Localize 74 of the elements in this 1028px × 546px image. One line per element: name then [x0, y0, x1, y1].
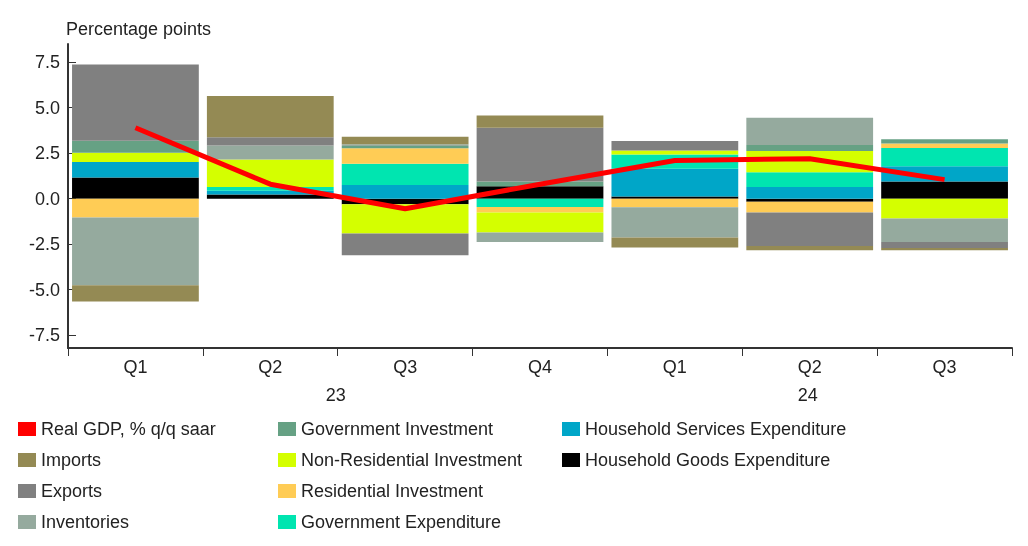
legend-label: Imports	[41, 450, 102, 470]
bar	[476, 232, 604, 243]
legend-label: Non-Residential Investment	[301, 450, 523, 470]
legend-label: Household Goods Expenditure	[585, 450, 831, 470]
x-tick-label: Q3	[932, 357, 957, 377]
text: 23	[325, 385, 346, 405]
bar	[881, 143, 1008, 148]
y-tick-label: -7.5	[28, 325, 60, 346]
bar	[746, 187, 874, 199]
legend-label: Residential Investment	[301, 481, 484, 501]
bar	[206, 194, 334, 199]
x-tick-label: Q4	[527, 357, 553, 377]
bar	[611, 207, 739, 238]
legend-label: Exports	[41, 481, 103, 501]
bar	[881, 181, 1008, 199]
bar	[341, 148, 469, 164]
bar	[72, 161, 199, 178]
bar	[746, 172, 874, 188]
y-tick-label: -5.0	[28, 279, 60, 300]
x-tick-label: Q2	[797, 357, 822, 377]
bar	[476, 115, 604, 128]
bar	[476, 206, 604, 213]
x-tick-label: Q2	[258, 357, 283, 377]
legend-label: Real GDP, % q/q saar	[41, 419, 216, 439]
y-axis-title: Percentage points	[66, 19, 212, 39]
x-tick-label: Q1	[662, 357, 687, 377]
bar	[206, 96, 334, 138]
bar	[341, 163, 469, 185]
bar	[476, 212, 604, 233]
bar	[72, 217, 199, 286]
bar	[881, 147, 1008, 167]
bar	[341, 184, 469, 199]
y-tick-label: 5.0	[34, 97, 60, 118]
bar	[72, 285, 199, 302]
bar	[611, 168, 739, 197]
x-tick-label: Q1	[123, 357, 148, 377]
bar	[746, 212, 874, 246]
bar	[476, 127, 604, 182]
bar	[881, 248, 1008, 251]
bar	[611, 141, 739, 151]
legend-label: Household Services Expenditure	[585, 419, 847, 439]
bar	[476, 198, 604, 207]
bar	[746, 117, 874, 146]
legend-label: Inventories	[41, 512, 130, 532]
bar	[881, 198, 1008, 219]
bar	[206, 145, 334, 160]
y-tick-label: -2.5	[28, 234, 60, 255]
bar	[72, 152, 199, 162]
bar	[746, 198, 874, 202]
x-tick-label: Q3	[393, 357, 418, 377]
bar	[611, 198, 739, 208]
bar	[611, 196, 739, 199]
bar	[746, 201, 874, 213]
y-tick-label: 0.0	[34, 188, 60, 209]
bar	[881, 218, 1008, 243]
bar	[746, 245, 874, 251]
bar	[341, 204, 469, 234]
y-tick-label: 2.5	[34, 143, 60, 164]
text: 24	[797, 385, 818, 405]
y-tick-label: 7.5	[34, 52, 60, 73]
bar	[341, 233, 469, 256]
bar	[72, 140, 199, 153]
legend-label: Government Investment	[301, 419, 494, 439]
bar	[881, 139, 1008, 144]
bar	[341, 136, 469, 145]
bar	[611, 150, 739, 155]
bar	[72, 177, 199, 199]
legend-label: Government Expenditure	[301, 512, 502, 532]
bar	[746, 145, 874, 152]
bar	[72, 198, 199, 218]
bar	[611, 237, 739, 248]
bar	[881, 242, 1008, 249]
bar	[206, 137, 334, 146]
bar	[72, 64, 199, 141]
